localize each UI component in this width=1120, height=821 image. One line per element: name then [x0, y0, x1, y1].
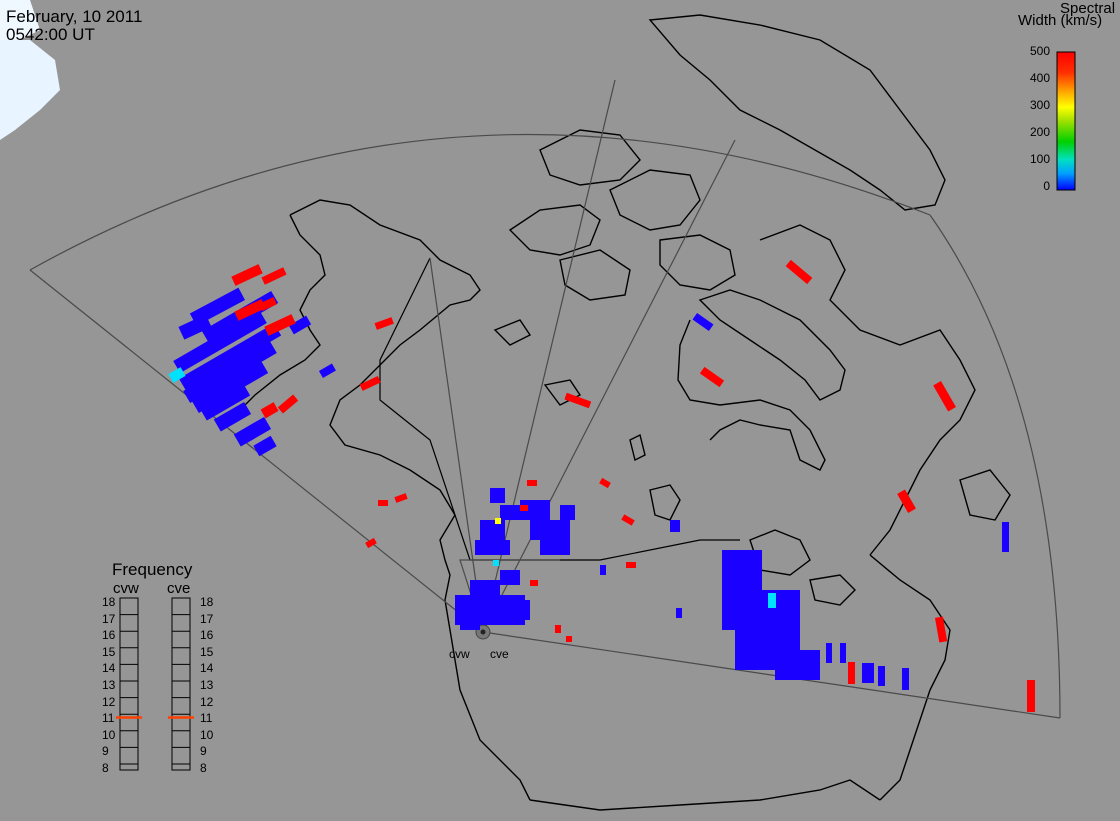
frequency-title: Frequency — [112, 560, 193, 579]
frequency-tick-right: 16 — [200, 628, 214, 643]
radar-site-marker — [480, 629, 486, 635]
frequency-tick-right: 9 — [200, 744, 207, 759]
ice-region — [0, 40, 60, 140]
frequency-tick-left: 16 — [102, 628, 116, 643]
frequency-tick-right: 10 — [200, 727, 214, 742]
frequency-tick-left: 11 — [102, 711, 115, 726]
colorbar-units: Width (km/s) — [1018, 12, 1103, 29]
frequency-tick-right: 15 — [200, 644, 214, 659]
frequency-tick-right: 12 — [200, 694, 214, 709]
frequency-tick-left: 10 — [102, 727, 116, 742]
colorbar — [1056, 51, 1076, 191]
ice-region — [0, 0, 40, 40]
site-label-cvw: cvw — [449, 647, 470, 661]
date-label: February, 10 2011 — [6, 7, 143, 26]
frequency-panel-graphics — [119, 597, 191, 771]
frequency-tick-left: 8 — [102, 761, 109, 775]
frequency-tick-left: 14 — [102, 661, 116, 676]
frequency-tick-right: 8 — [200, 761, 207, 775]
frequency-tick-right: 14 — [200, 661, 214, 676]
frequency-radar-cvw: cvw — [113, 580, 139, 597]
frequency-tick-right: 18 — [200, 595, 214, 609]
frequency-radar-cve: cve — [167, 580, 191, 597]
frequency-tick-right: 17 — [200, 611, 214, 626]
colorbar-tick-label: 100 — [1029, 152, 1050, 166]
colorbar-tick-label: 0 — [1043, 179, 1050, 193]
data-cells-red — [231, 259, 1035, 712]
data-cells-blue — [173, 287, 1009, 690]
frequency-tick-right: 13 — [200, 678, 214, 692]
time-label: 0542:00 UT — [6, 25, 95, 44]
colorbar-tick-label: 200 — [1029, 125, 1050, 139]
frequency-tick-left: 12 — [102, 694, 116, 709]
coastlines — [239, 14, 1011, 811]
frequency-tick-left: 15 — [102, 644, 116, 659]
colorbar-tick-label: 500 — [1029, 44, 1050, 58]
fov-outline — [29, 79, 1061, 719]
frequency-tick-left: 13 — [102, 678, 116, 692]
frequency-tick-right: 11 — [200, 711, 213, 726]
colorbar-tick-label: 300 — [1029, 98, 1050, 112]
site-label-cve: cve — [490, 647, 509, 661]
frequency-tick-left: 18 — [102, 595, 116, 609]
frequency-tick-left: 17 — [102, 611, 116, 626]
frequency-tick-left: 9 — [102, 744, 109, 759]
data-cells-other — [168, 367, 776, 608]
colorbar-tick-label: 400 — [1029, 71, 1050, 85]
colorbar-title: Spectral — [1060, 0, 1116, 17]
